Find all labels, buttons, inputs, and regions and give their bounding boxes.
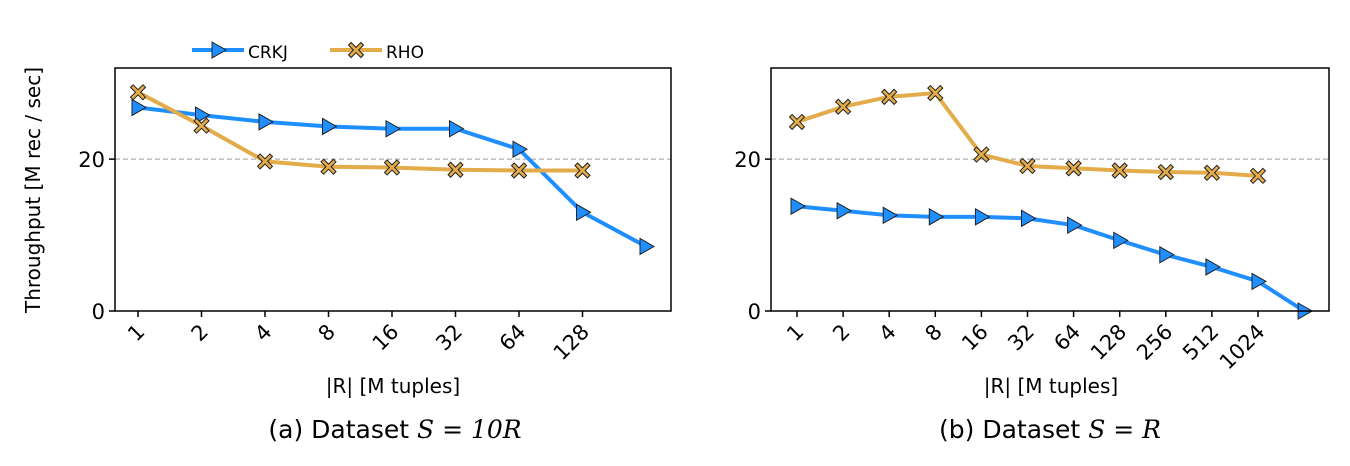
x-tick-label: 2: [828, 320, 854, 346]
data-point: [639, 237, 656, 256]
x-axis-label: |R| [M tuples]: [326, 374, 460, 398]
data-point: [447, 161, 464, 178]
plot-frame: [770, 67, 1330, 312]
legend-label-crkj: CRKJ: [248, 43, 288, 63]
data-point: [836, 201, 853, 220]
x-tick-label: 128: [1086, 320, 1131, 365]
series-rho: [788, 84, 1267, 185]
data-point: [1113, 231, 1129, 250]
data-point: [1111, 162, 1128, 179]
data-point: [834, 98, 852, 115]
data-point: [320, 158, 337, 175]
x-tick-label: 64: [495, 320, 531, 356]
series-crkj: [131, 98, 656, 256]
data-point: [322, 117, 338, 136]
data-point: [1065, 160, 1082, 177]
data-point: [1203, 164, 1221, 182]
data-point: [1249, 167, 1267, 185]
x-tick-label: 16: [368, 320, 404, 356]
data-point: [576, 203, 592, 222]
series-crkj: [790, 197, 1314, 320]
x-tick-label: 1: [782, 320, 808, 346]
x-tick-label: 64: [1049, 320, 1085, 356]
subplot-caption-b: (b) Dataset S = R: [939, 415, 1161, 444]
y-tick-label: 20: [78, 148, 105, 172]
legend-marker-rho: [347, 41, 365, 59]
data-point: [258, 113, 275, 131]
data-point: [928, 207, 945, 226]
data-point: [131, 98, 148, 117]
x-tick-label: 1024: [1215, 320, 1270, 375]
data-point: [1067, 216, 1083, 235]
data-point: [1019, 157, 1036, 175]
x-tick-label: 32: [1003, 320, 1039, 356]
x-tick-label: 8: [920, 320, 946, 346]
data-point: [195, 106, 211, 124]
series-line: [137, 90, 583, 173]
subplot-caption-a: (a) Dataset S = 10R: [268, 415, 521, 444]
data-point: [385, 119, 402, 138]
x-tick-label: 128: [549, 320, 594, 365]
x-axis-label: |R| [M tuples]: [984, 374, 1118, 398]
data-point: [788, 113, 806, 131]
x-tick-label: 16: [957, 320, 993, 356]
x-tick-label: 8: [314, 320, 340, 346]
y-tick-label: 0: [748, 300, 761, 324]
data-point: [1159, 245, 1175, 264]
x-tick-label: 1: [123, 320, 149, 346]
data-point: [383, 159, 401, 176]
series-rho: [129, 84, 591, 179]
data-point: [1021, 209, 1037, 228]
data-point: [927, 84, 944, 102]
x-tick-label: 32: [431, 320, 467, 356]
data-point: [193, 117, 210, 134]
data-point: [574, 162, 591, 179]
legend: CRKJ RHO: [192, 41, 424, 63]
y-tick-label: 0: [92, 300, 105, 324]
x-tick-label: 2: [187, 320, 213, 346]
x-tick-label: 4: [874, 320, 900, 346]
data-point: [974, 207, 991, 226]
data-point: [882, 206, 899, 225]
data-point: [880, 88, 898, 106]
data-point: [449, 119, 465, 138]
legend-marker-crkj: [211, 41, 228, 59]
series-line: [796, 204, 1306, 313]
data-point: [510, 162, 528, 179]
data-point: [256, 153, 274, 170]
data-point: [973, 146, 990, 163]
data-point: [129, 84, 147, 101]
data-point: [512, 140, 529, 159]
data-point: [1251, 272, 1268, 291]
y-tick-label: 20: [734, 148, 761, 172]
legend-label-rho: RHO: [386, 43, 424, 63]
plot-frame: [114, 67, 672, 312]
x-tick-label: 4: [250, 320, 276, 346]
x-tick-label: 256: [1132, 320, 1177, 365]
data-point: [1205, 258, 1221, 276]
y-axis-label: Throughput [M rec / sec]: [21, 67, 45, 314]
data-point: [790, 197, 807, 216]
data-point: [1157, 163, 1175, 181]
